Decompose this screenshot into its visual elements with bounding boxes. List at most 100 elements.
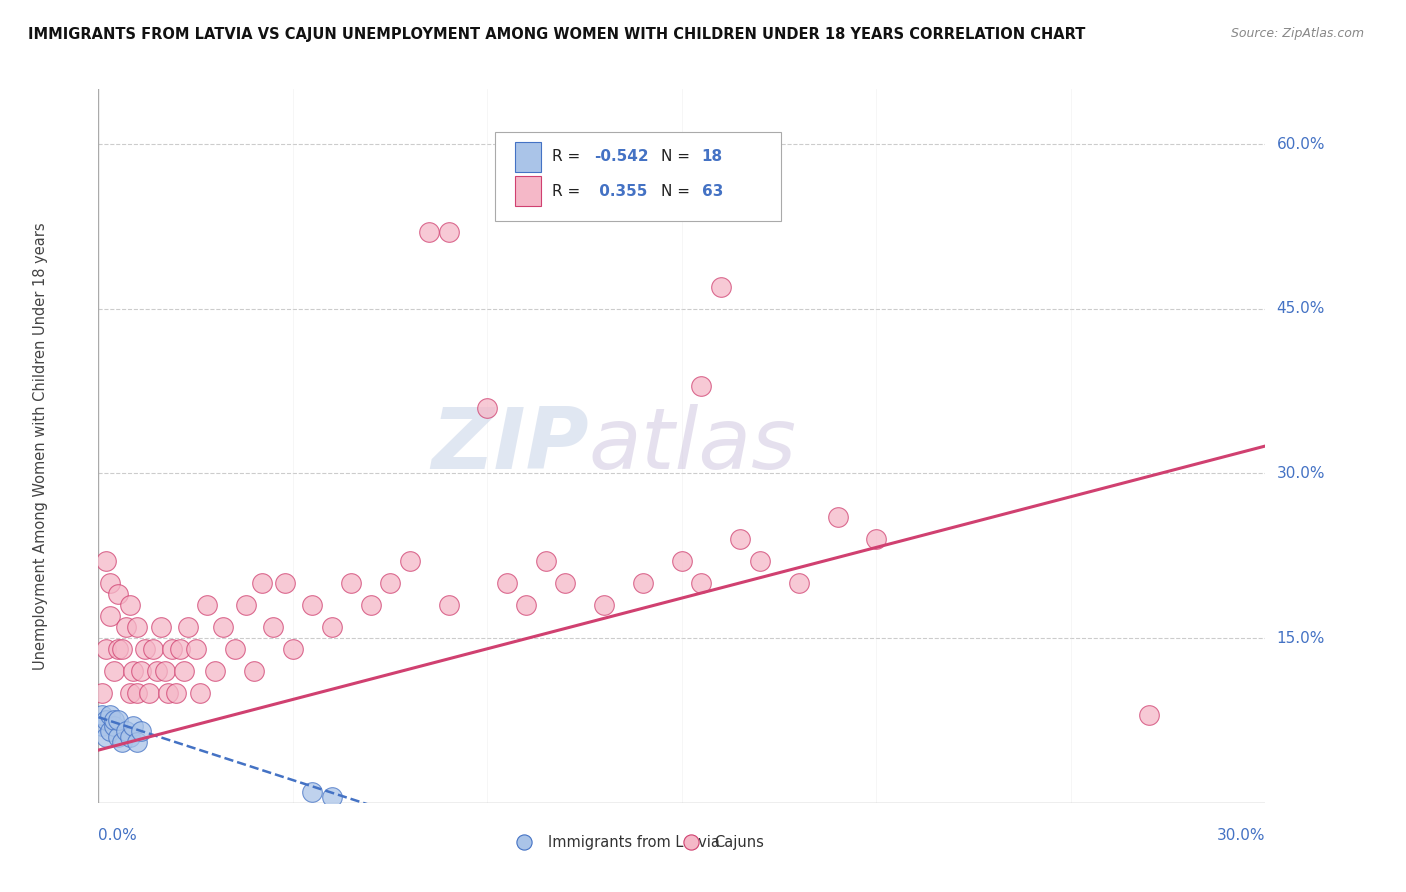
FancyBboxPatch shape — [495, 132, 782, 221]
Point — [107, 587, 129, 601]
Point — [103, 664, 125, 678]
Point — [710, 280, 733, 294]
Point — [98, 708, 121, 723]
Point — [91, 708, 114, 723]
Bar — [515, 142, 541, 172]
Point — [96, 554, 118, 568]
Point — [127, 620, 149, 634]
Point — [204, 664, 226, 678]
Point — [554, 576, 576, 591]
Point — [103, 719, 125, 733]
Point — [146, 664, 169, 678]
Point — [96, 714, 118, 728]
Point — [98, 576, 121, 591]
Text: R =: R = — [553, 150, 585, 164]
Text: Immigrants from Latvia: Immigrants from Latvia — [548, 835, 720, 849]
Point — [690, 378, 713, 392]
Point — [477, 401, 499, 415]
Point — [98, 724, 121, 739]
Point — [107, 642, 129, 657]
Point — [129, 724, 152, 739]
Point — [149, 620, 172, 634]
Point — [118, 598, 141, 612]
Point — [224, 642, 246, 657]
Point — [274, 576, 297, 591]
Point — [91, 686, 114, 700]
Point — [111, 642, 134, 657]
Point — [96, 642, 118, 657]
Text: R =: R = — [553, 184, 585, 199]
Point — [96, 730, 118, 744]
Point — [787, 576, 810, 591]
Text: 0.355: 0.355 — [595, 184, 648, 199]
Point — [107, 730, 129, 744]
Point — [188, 686, 211, 700]
Text: 30.0%: 30.0% — [1277, 466, 1324, 481]
Point — [134, 642, 156, 657]
Point — [118, 730, 141, 744]
Text: 30.0%: 30.0% — [1218, 828, 1265, 843]
Point — [129, 664, 152, 678]
Point — [262, 620, 284, 634]
Point — [142, 642, 165, 657]
Text: Source: ZipAtlas.com: Source: ZipAtlas.com — [1230, 27, 1364, 40]
Point — [212, 620, 235, 634]
Text: ZIP: ZIP — [430, 404, 589, 488]
Point — [690, 576, 713, 591]
Point — [281, 642, 304, 657]
Point — [91, 719, 114, 733]
Point — [157, 686, 180, 700]
Point — [671, 554, 693, 568]
Text: 63: 63 — [702, 184, 723, 199]
Point — [184, 642, 207, 657]
Point — [235, 598, 257, 612]
Point — [360, 598, 382, 612]
Point — [122, 664, 145, 678]
Text: atlas: atlas — [589, 404, 797, 488]
Point — [321, 790, 343, 805]
Point — [169, 642, 191, 657]
Text: Cajuns: Cajuns — [714, 835, 765, 849]
Point — [165, 686, 187, 700]
Point — [321, 620, 343, 634]
Point — [515, 598, 537, 612]
Point — [114, 620, 136, 634]
Point — [748, 554, 770, 568]
Point — [127, 735, 149, 749]
Point — [380, 576, 402, 591]
Point — [122, 719, 145, 733]
Bar — [515, 177, 541, 206]
Point — [437, 225, 460, 239]
Point — [173, 664, 195, 678]
Text: 45.0%: 45.0% — [1277, 301, 1324, 317]
Point — [127, 686, 149, 700]
Point — [103, 714, 125, 728]
Text: 0.0%: 0.0% — [98, 828, 138, 843]
Point — [827, 510, 849, 524]
Text: 15.0%: 15.0% — [1277, 631, 1324, 646]
Text: -0.542: -0.542 — [595, 150, 650, 164]
Point — [301, 598, 323, 612]
Point — [730, 533, 752, 547]
Text: IMMIGRANTS FROM LATVIA VS CAJUN UNEMPLOYMENT AMONG WOMEN WITH CHILDREN UNDER 18 : IMMIGRANTS FROM LATVIA VS CAJUN UNEMPLOY… — [28, 27, 1085, 42]
Point — [496, 576, 519, 591]
Point — [138, 686, 160, 700]
Point — [340, 576, 363, 591]
Point — [437, 598, 460, 612]
Point — [195, 598, 218, 612]
Point — [398, 554, 420, 568]
Text: 60.0%: 60.0% — [1277, 136, 1324, 152]
Point — [114, 724, 136, 739]
Point — [865, 533, 887, 547]
Point — [301, 785, 323, 799]
Text: N =: N = — [661, 184, 695, 199]
Point — [593, 598, 616, 612]
Point — [534, 554, 557, 568]
Text: 18: 18 — [702, 150, 723, 164]
Point — [177, 620, 200, 634]
Point — [107, 714, 129, 728]
Text: N =: N = — [661, 150, 695, 164]
Point — [98, 609, 121, 624]
Point — [250, 576, 273, 591]
Point — [111, 735, 134, 749]
